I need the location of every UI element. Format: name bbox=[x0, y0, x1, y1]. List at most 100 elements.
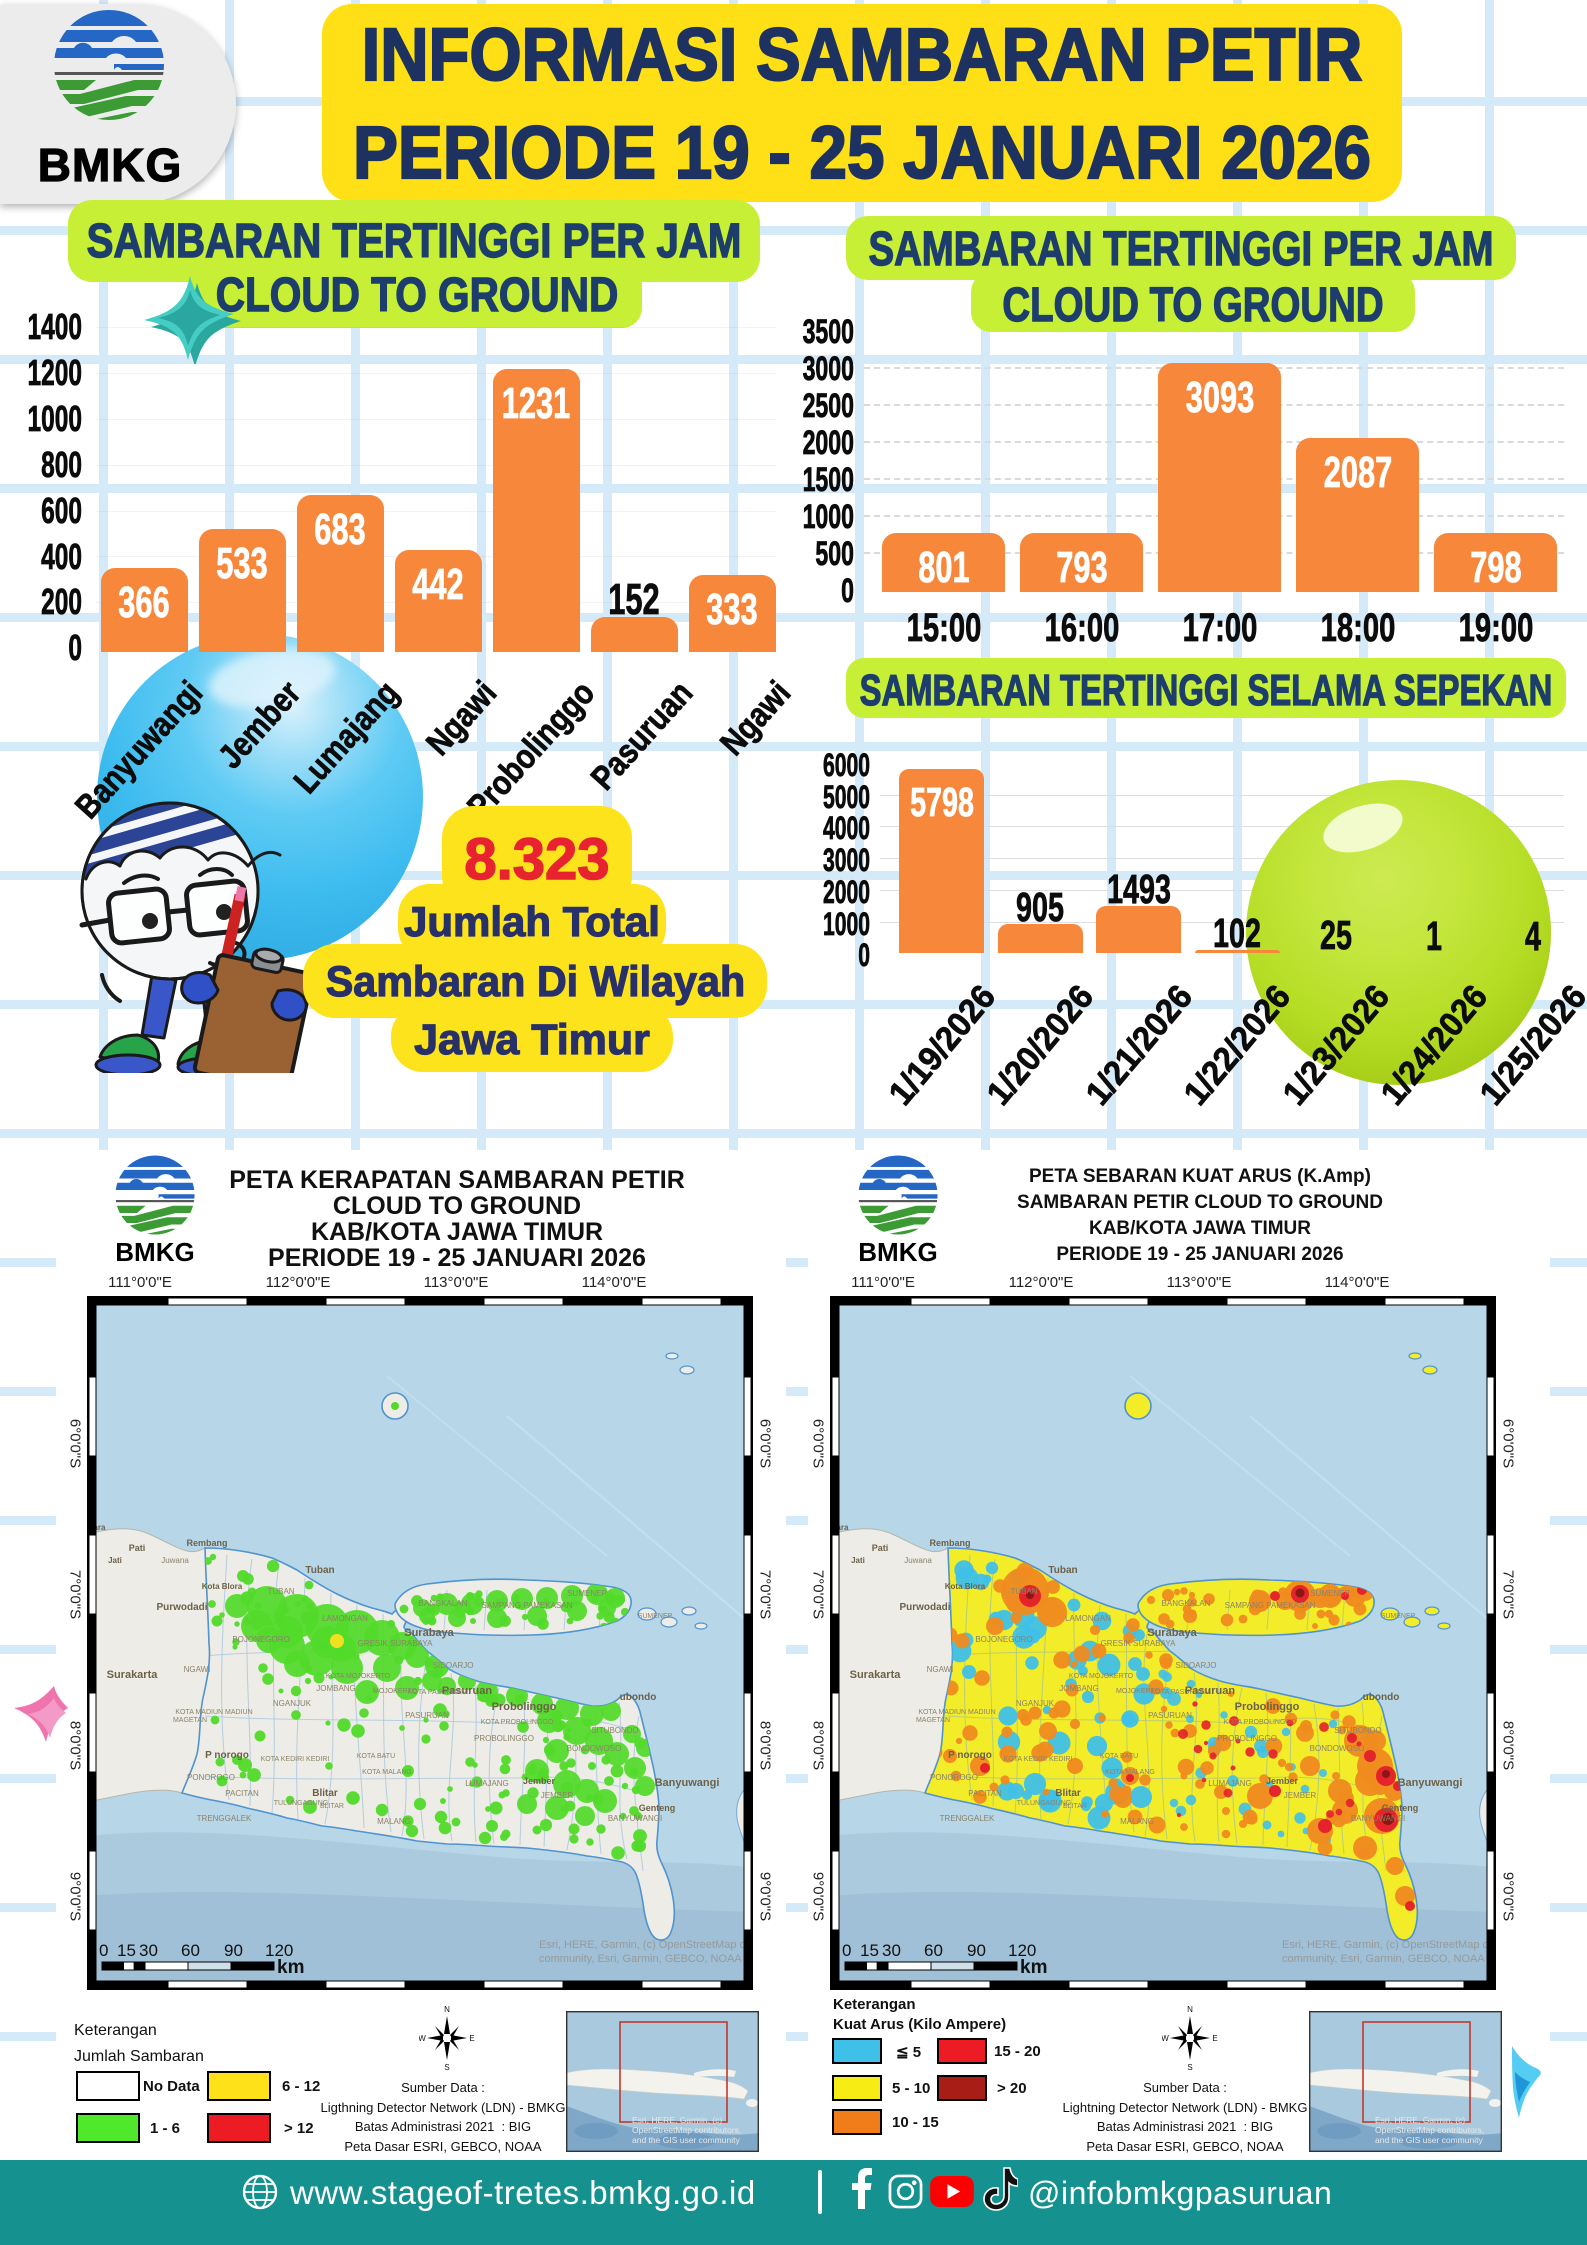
svg-text:MALANG: MALANG bbox=[1120, 1817, 1154, 1826]
svg-text:Kota Blora: Kota Blora bbox=[945, 1582, 986, 1591]
svg-text:KOTA MADIUN MADIUN: KOTA MADIUN MADIUN bbox=[918, 1709, 995, 1716]
svg-text:KOTA MALANG: KOTA MALANG bbox=[362, 1769, 412, 1776]
svg-text:30: 30 bbox=[139, 1941, 158, 1960]
svg-text:Probolinggo: Probolinggo bbox=[1235, 1701, 1300, 1713]
svg-text:para: para bbox=[89, 1523, 106, 1532]
svg-text:S: S bbox=[444, 2063, 449, 2072]
svg-text:NGANJUK: NGANJUK bbox=[1016, 1699, 1055, 1708]
svg-text:MALANG: MALANG bbox=[377, 1817, 411, 1826]
svg-text:MOJOKERTO: MOJOKERTO bbox=[1116, 1688, 1161, 1695]
svg-text:Blitar: Blitar bbox=[1055, 1788, 1081, 1799]
svg-text:W: W bbox=[419, 2034, 426, 2043]
svg-text:KOTA PASURUAN: KOTA PASURUAN bbox=[408, 1689, 466, 1696]
svg-text:LUMAJANG: LUMAJANG bbox=[1208, 1779, 1252, 1788]
svg-text:W: W bbox=[1162, 2034, 1169, 2043]
svg-text:Probolinggo: Probolinggo bbox=[492, 1701, 557, 1713]
svg-text:N: N bbox=[1187, 2005, 1193, 2014]
svg-text:SIDOARJO: SIDOARJO bbox=[433, 1661, 474, 1670]
svg-text:PONOROGO: PONOROGO bbox=[930, 1773, 978, 1782]
svg-text:SAMPANG PAMEKASAN: SAMPANG PAMEKASAN bbox=[482, 1601, 573, 1610]
svg-text:0: 0 bbox=[99, 1941, 108, 1960]
svg-text:SITUBONDO: SITUBONDO bbox=[1334, 1726, 1382, 1735]
svg-text:NGANJUK: NGANJUK bbox=[273, 1699, 312, 1708]
svg-text:BOJONEGORO: BOJONEGORO bbox=[975, 1635, 1032, 1644]
svg-text:GRESIK SURABAYA: GRESIK SURABAYA bbox=[358, 1639, 434, 1648]
svg-text:Pasuruan: Pasuruan bbox=[1185, 1685, 1235, 1697]
svg-text:PROBOLINGGO: PROBOLINGGO bbox=[474, 1734, 534, 1743]
svg-text:Juwana: Juwana bbox=[161, 1556, 189, 1565]
svg-text:Genteng: Genteng bbox=[639, 1803, 676, 1813]
svg-text:30: 30 bbox=[882, 1941, 901, 1960]
svg-text:KOTA MALANG: KOTA MALANG bbox=[1105, 1769, 1155, 1776]
svg-text:BLITAR: BLITAR bbox=[320, 1803, 344, 1810]
svg-text:Esri, HERE, Garmin, (c): Esri, HERE, Garmin, (c) bbox=[1375, 2115, 1465, 2125]
svg-text:LAMONGAN: LAMONGAN bbox=[1065, 1614, 1111, 1623]
svg-text:community, Esri, Garmin, GEBCO: community, Esri, Garmin, GEBCO, NOAA NGD… bbox=[539, 1953, 753, 1965]
svg-text:PASURUAN: PASURUAN bbox=[405, 1711, 449, 1720]
svg-text:Jember: Jember bbox=[1266, 1776, 1299, 1786]
svg-text:15: 15 bbox=[860, 1941, 879, 1960]
svg-text:KOTA KEDIRI KEDIRI: KOTA KEDIRI KEDIRI bbox=[1004, 1756, 1073, 1763]
svg-text:PONOROGO: PONOROGO bbox=[187, 1773, 235, 1782]
svg-text:Surakarta: Surakarta bbox=[850, 1669, 902, 1681]
svg-text:Purwodadi: Purwodadi bbox=[156, 1602, 207, 1613]
svg-text:Pati: Pati bbox=[872, 1543, 889, 1553]
svg-text:BOJONEGORO: BOJONEGORO bbox=[232, 1635, 289, 1644]
svg-text:and the GIS user community: and the GIS user community bbox=[632, 2135, 740, 2145]
svg-text:15: 15 bbox=[117, 1941, 136, 1960]
svg-text:Pasuruan: Pasuruan bbox=[442, 1685, 492, 1697]
svg-text:E: E bbox=[469, 2034, 474, 2043]
svg-text:TULUNGAGUNG: TULUNGAGUNG bbox=[1017, 1800, 1071, 1807]
svg-text:BANGKALAN: BANGKALAN bbox=[1162, 1599, 1211, 1608]
svg-text:and the GIS user community: and the GIS user community bbox=[1375, 2135, 1483, 2145]
svg-text:MOJOKERTO: MOJOKERTO bbox=[373, 1688, 418, 1695]
svg-text:PASURUAN: PASURUAN bbox=[1148, 1711, 1192, 1720]
svg-text:Banyuwangi: Banyuwangi bbox=[655, 1777, 720, 1789]
svg-text:Purwodadi: Purwodadi bbox=[899, 1602, 950, 1613]
svg-text:para: para bbox=[832, 1523, 849, 1532]
svg-text:SIDOARJO: SIDOARJO bbox=[1176, 1661, 1217, 1670]
svg-text:P norogo: P norogo bbox=[948, 1750, 992, 1761]
svg-text:BANGKALAN: BANGKALAN bbox=[419, 1599, 468, 1608]
svg-text:TRENGGALEK: TRENGGALEK bbox=[940, 1814, 995, 1823]
svg-text:BONDOWOSO: BONDOWOSO bbox=[567, 1744, 622, 1753]
svg-text:KOTA BATU: KOTA BATU bbox=[357, 1753, 395, 1760]
svg-text:Juwana: Juwana bbox=[904, 1556, 932, 1565]
svg-text:KOTA BATU: KOTA BATU bbox=[1100, 1753, 1138, 1760]
svg-text:PROBOLINGGO: PROBOLINGGO bbox=[1217, 1734, 1277, 1743]
svg-text:Esri, HERE, Garmin, (c): Esri, HERE, Garmin, (c) bbox=[632, 2115, 722, 2125]
svg-text:Rembang: Rembang bbox=[929, 1538, 970, 1548]
svg-text:60: 60 bbox=[924, 1941, 943, 1960]
svg-text:JEMBER: JEMBER bbox=[541, 1791, 574, 1800]
svg-text:KOTA PROBOLINGGO: KOTA PROBOLINGGO bbox=[481, 1719, 554, 1726]
svg-text:JOMBANG: JOMBANG bbox=[316, 1684, 356, 1693]
svg-text:PACITAN: PACITAN bbox=[225, 1789, 259, 1798]
svg-text:SAMPANG PAMEKASAN: SAMPANG PAMEKASAN bbox=[1225, 1601, 1316, 1610]
svg-text:Blitar: Blitar bbox=[312, 1788, 338, 1799]
svg-text:BLITAR: BLITAR bbox=[1063, 1803, 1087, 1810]
svg-text:KOTA KEDIRI KEDIRI: KOTA KEDIRI KEDIRI bbox=[261, 1756, 330, 1763]
svg-text:ubondo: ubondo bbox=[1363, 1692, 1400, 1703]
svg-text:JEMBER: JEMBER bbox=[1284, 1791, 1317, 1800]
svg-text:S: S bbox=[1187, 2063, 1192, 2072]
svg-text:km: km bbox=[277, 1957, 304, 1978]
svg-text:ubondo: ubondo bbox=[620, 1692, 657, 1703]
svg-text:P norogo: P norogo bbox=[205, 1750, 249, 1761]
svg-text:SUMENEP: SUMENEP bbox=[567, 1589, 607, 1598]
svg-text:BANYUWANGI: BANYUWANGI bbox=[1351, 1814, 1405, 1823]
svg-text:PACITAN: PACITAN bbox=[968, 1789, 1002, 1798]
svg-text:Tuban: Tuban bbox=[1048, 1565, 1077, 1576]
svg-text:LUMAJANG: LUMAJANG bbox=[465, 1779, 509, 1788]
svg-text:BANYUWANGI: BANYUWANGI bbox=[608, 1814, 662, 1823]
svg-text:JOMBANG: JOMBANG bbox=[1059, 1684, 1099, 1693]
svg-text:KOTA MADIUN MADIUN: KOTA MADIUN MADIUN bbox=[175, 1709, 252, 1716]
svg-text:Esri, HERE, Garmin, (c) OpenSt: Esri, HERE, Garmin, (c) OpenStreetMap co… bbox=[1282, 1939, 1496, 1951]
svg-text:90: 90 bbox=[224, 1941, 243, 1960]
svg-text:OpenStreetMap contributors,: OpenStreetMap contributors, bbox=[632, 2125, 741, 2135]
svg-text:N: N bbox=[444, 2005, 450, 2014]
svg-text:60: 60 bbox=[181, 1941, 200, 1960]
svg-text:NGAWI: NGAWI bbox=[927, 1665, 954, 1674]
svg-text:KOTA PASURUAN: KOTA PASURUAN bbox=[1151, 1689, 1209, 1696]
svg-text:Surabaya: Surabaya bbox=[1147, 1627, 1197, 1639]
svg-text:MAGETAN: MAGETAN bbox=[916, 1717, 950, 1724]
